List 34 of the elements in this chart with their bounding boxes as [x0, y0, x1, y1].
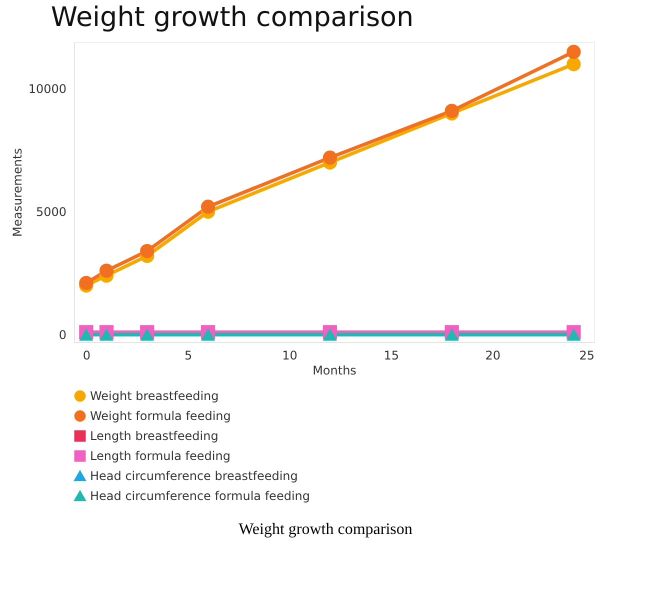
x-tick-label: 10 — [282, 348, 298, 362]
y-tick-label: 10000 — [28, 82, 66, 96]
chart-title: Weight growth comparison — [50, 2, 414, 33]
point — [140, 244, 154, 258]
point — [200, 328, 216, 341]
y-tick-label: 5000 — [36, 205, 66, 220]
y-axis-title: Measurements — [10, 148, 24, 237]
legend-label: Head circumference formula feeding — [90, 489, 310, 503]
point — [444, 328, 459, 341]
point — [566, 328, 581, 341]
legend-label: Head circumference breastfeeding — [90, 469, 298, 483]
point — [99, 328, 114, 341]
point — [322, 328, 338, 341]
point — [566, 44, 581, 59]
x-tick-label: 5 — [184, 348, 192, 362]
point — [140, 328, 154, 341]
point — [444, 104, 459, 118]
x-axis-title: Months — [312, 364, 356, 378]
x-tick-label: 20 — [485, 348, 501, 362]
legend-label: Weight formula feeding — [90, 409, 231, 423]
x-tick-label: 15 — [384, 348, 400, 362]
point — [322, 150, 338, 165]
legend-label: Length breastfeeding — [90, 429, 218, 443]
legend-label: Length formula feeding — [90, 449, 230, 463]
point — [200, 200, 216, 214]
y-tick-label: 0 — [58, 328, 66, 342]
x-tick-label: 25 — [579, 348, 594, 362]
point — [79, 276, 94, 290]
legend-label: Weight breastfeeding — [90, 389, 219, 403]
point — [99, 264, 114, 278]
text: Weight growth comparison — [238, 521, 414, 539]
point — [566, 57, 581, 72]
x-tick-label: 0 — [82, 348, 91, 362]
point — [79, 328, 94, 341]
